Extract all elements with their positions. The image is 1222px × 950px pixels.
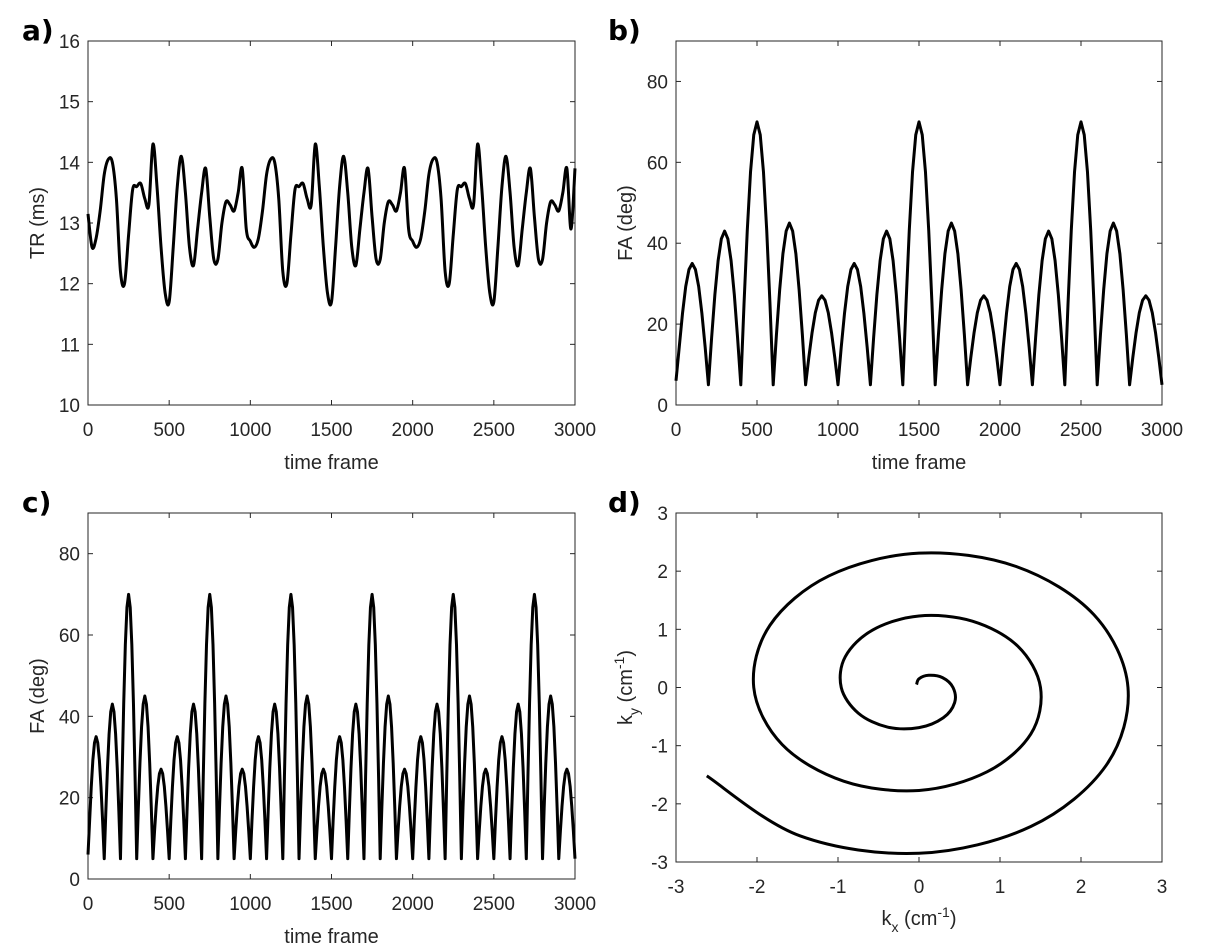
x-tick-label: 2500 (473, 894, 515, 915)
x-tick-label: 3 (1157, 877, 1168, 898)
axis-label: FA (deg) (615, 185, 637, 261)
x-tick-label: 3000 (1141, 420, 1183, 441)
x-tick-label: -2 (749, 877, 766, 898)
y-tick-label: -3 (651, 853, 668, 874)
x-tick-label: 0 (83, 894, 94, 915)
y-tick-label: 15 (59, 93, 80, 114)
x-tick-label: 1500 (898, 420, 940, 441)
axis-label: time frame (284, 452, 378, 474)
axes-box (87, 40, 576, 406)
y-tick-label: 11 (60, 335, 80, 356)
x-tick-label: 2000 (979, 420, 1021, 441)
panel-label: a) (22, 14, 54, 47)
y-tick-label: 3 (657, 504, 668, 525)
data-line (705, 551, 1130, 856)
data-line (86, 592, 577, 861)
x-tick-label: 1 (995, 877, 1006, 898)
y-tick-label: 60 (647, 153, 668, 174)
axis-label-part: -1 (937, 904, 950, 920)
axis-label-part: (cm (615, 669, 637, 708)
data-line (86, 142, 577, 307)
axis-label: TR (ms) (27, 187, 49, 259)
axis-label: kx (cm-1) (881, 904, 956, 935)
x-tick-label: -1 (830, 877, 847, 898)
y-tick-label: 0 (69, 870, 80, 891)
y-tick-label: 60 (59, 626, 80, 647)
x-tick-label: 1500 (310, 894, 352, 915)
x-tick-label: 500 (153, 420, 185, 441)
y-tick-label: 14 (59, 153, 81, 174)
axis-label-part: -1 (611, 656, 627, 669)
y-tick-label: 40 (647, 234, 668, 255)
axis-label: time frame (284, 926, 378, 948)
x-tick-label: 1000 (229, 894, 271, 915)
axis-label-part: time frame (284, 452, 378, 474)
y-tick-label: 2 (657, 562, 668, 583)
panel-label: d) (608, 486, 641, 519)
x-tick-label: 500 (153, 894, 185, 915)
y-tick-label: 40 (59, 707, 80, 728)
axis-label: ky (cm-1) (611, 650, 642, 725)
axis-label-part: time frame (872, 452, 966, 474)
x-tick-label: -3 (668, 877, 685, 898)
y-tick-label: 0 (657, 396, 668, 417)
x-tick-label: 2 (1076, 877, 1087, 898)
y-tick-label: 13 (59, 214, 80, 235)
y-tick-label: -1 (651, 737, 668, 758)
y-tick-label: 80 (59, 545, 80, 566)
axis-label: FA (deg) (27, 658, 49, 734)
x-tick-label: 2500 (473, 420, 515, 441)
axis-label-part: FA (deg) (27, 658, 49, 734)
x-tick-label: 2000 (392, 420, 434, 441)
panel-label: b) (608, 14, 641, 47)
x-tick-label: 0 (83, 420, 94, 441)
y-tick-label: 80 (647, 72, 668, 93)
y-tick-label: 1 (657, 620, 668, 641)
y-tick-label: -2 (651, 795, 668, 816)
x-tick-label: 1000 (817, 420, 859, 441)
x-tick-label: 3000 (554, 894, 596, 915)
y-tick-label: 16 (59, 32, 80, 53)
y-tick-label: 12 (59, 275, 80, 296)
y-tick-label: 20 (59, 789, 80, 810)
x-tick-label: 0 (671, 420, 682, 441)
x-tick-label: 1000 (229, 420, 271, 441)
axis-label-part: time frame (284, 926, 378, 948)
axis-label-part: TR (ms) (27, 187, 49, 259)
data-line (674, 120, 1164, 387)
axis-label-part: ) (615, 650, 637, 657)
x-tick-label: 2500 (1060, 420, 1102, 441)
axis-label: time frame (872, 452, 966, 474)
axis-label-part: ) (950, 908, 957, 930)
axis-label-part: x (891, 919, 898, 935)
axis-label-part: (cm (898, 908, 937, 930)
axis-label-part: FA (deg) (615, 185, 637, 261)
y-tick-label: 10 (59, 396, 80, 417)
x-tick-label: 0 (914, 877, 925, 898)
axes-box (675, 512, 1163, 863)
axis-label-part: y (626, 708, 642, 715)
y-tick-label: 20 (647, 315, 668, 336)
x-tick-label: 1500 (310, 420, 352, 441)
x-tick-label: 500 (741, 420, 773, 441)
axis-label-part: k (881, 908, 892, 930)
x-tick-label: 2000 (392, 894, 434, 915)
panel-label: c) (22, 486, 51, 519)
x-tick-label: 3000 (554, 420, 596, 441)
axis-label-part: k (615, 714, 637, 725)
y-tick-label: 0 (657, 679, 668, 700)
